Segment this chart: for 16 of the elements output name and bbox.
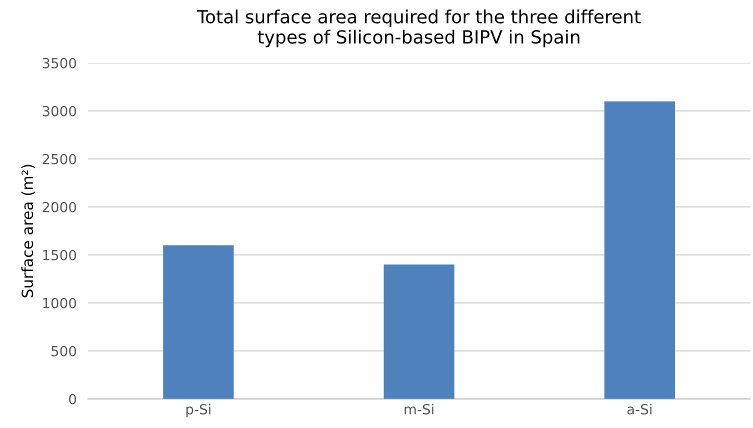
chart-title: Total surface area required for the three different types of Silicon-based BIPV in Spain: [196, 10, 641, 48]
bar: [604, 101, 675, 399]
y-tick-label: 2000: [42, 202, 76, 212]
y-tick-label: 1000: [43, 298, 76, 308]
x-tick-label: a-Si: [627, 404, 652, 415]
y-axis-title: Surface area (m²): [21, 164, 35, 298]
y-tick-label: 500: [52, 346, 76, 356]
y-tick-label: 0: [69, 394, 76, 404]
x-tick-label: m-Si: [404, 404, 434, 415]
bar: [163, 245, 234, 399]
x-tick-label: p-Si: [186, 404, 210, 418]
y-tick-label: 3500: [42, 58, 76, 68]
y-tick-label: 3000: [42, 106, 76, 116]
y-tick-label: 2500: [42, 154, 76, 164]
y-tick-label: 1500: [43, 250, 76, 260]
bar: [384, 264, 454, 399]
